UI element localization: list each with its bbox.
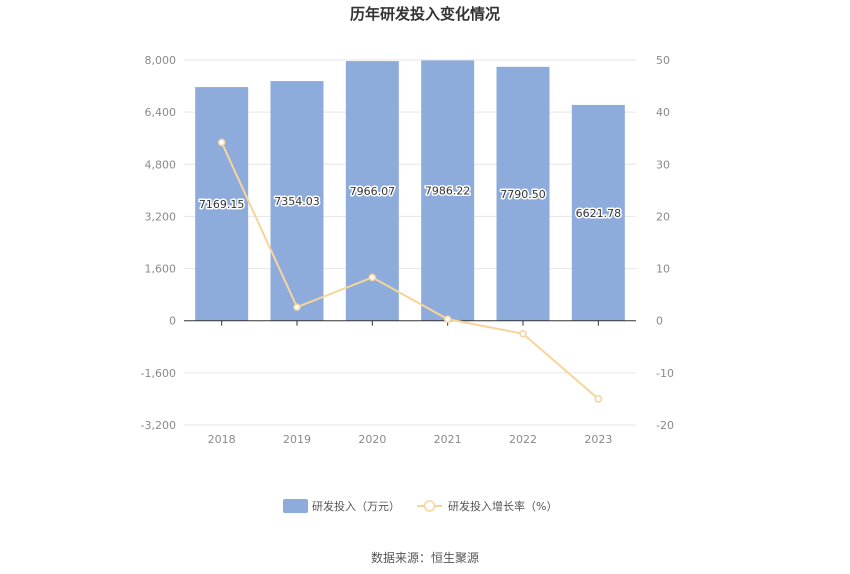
bar [496,66,550,321]
bar-data-label: 6621.78 [576,207,622,220]
x-tick-label: 2018 [208,433,236,446]
right-tick-label: 0 [656,315,663,328]
legend-line-marker [423,500,436,512]
right-tick-label: 20 [656,210,670,223]
left-tick-label: 3,200 [145,210,177,223]
source-note: 数据来源：恒生聚源 [371,550,479,565]
bar [421,60,475,321]
bar-data-label: 7986.22 [425,185,471,198]
grid-lines [184,59,636,426]
right-tick-label: 10 [656,263,670,276]
left-tick-label: 6,400 [145,106,177,119]
left-tick-label: -1,600 [141,367,176,380]
growth-point [217,138,226,147]
axes: 8,000 6,400 4,800 3,200 1,600 0 -1,600 -3,200 50… [141,54,674,446]
x-tick-label: 2022 [509,433,537,446]
growth-point [368,273,377,282]
bar [270,81,324,321]
right-tick-label: 30 [656,158,670,171]
bar-data-label: 7966.07 [350,185,396,198]
bar-series [195,60,625,321]
line-series [217,138,603,403]
growth-point [594,395,603,403]
data-labels: 7169.15 7354.03 7966.07 7986.22 7790.50 6621.… [197,183,622,221]
growth-line [220,141,599,400]
left-tick-label: 0 [169,315,176,328]
growth-point [443,315,452,323]
chart-title: 历年研发投入变化情况 [350,5,500,23]
legend[interactable]: 研发投入（万元） 研发投入增长率（%） [283,499,557,513]
x-tick-label: 2021 [434,433,462,446]
x-tick-label: 2019 [283,433,311,446]
right-tick-label: 50 [656,54,670,67]
legend-line-label: 研发投入增长率（%） [448,499,557,513]
x-tick-label: 2020 [358,433,386,446]
right-tick-label: -20 [656,419,674,432]
bar-data-label: 7169.15 [199,198,245,211]
x-tick-label: 2023 [584,433,612,446]
bar [195,87,249,321]
legend-bar-swatch [283,499,308,513]
left-tick-label: 4,800 [145,158,177,171]
growth-point [519,330,527,338]
right-tick-label: -10 [656,367,674,380]
right-tick-label: 40 [656,106,670,119]
bar-data-label: 7790.50 [500,188,546,201]
left-tick-label: 8,000 [145,54,177,67]
legend-bar-label: 研发投入（万元） [312,499,400,513]
left-tick-label: 1,600 [145,263,177,276]
growth-point [293,303,301,311]
bar-data-label: 7354.03 [274,195,320,208]
bar [571,104,625,321]
left-tick-label: -3,200 [141,419,176,432]
